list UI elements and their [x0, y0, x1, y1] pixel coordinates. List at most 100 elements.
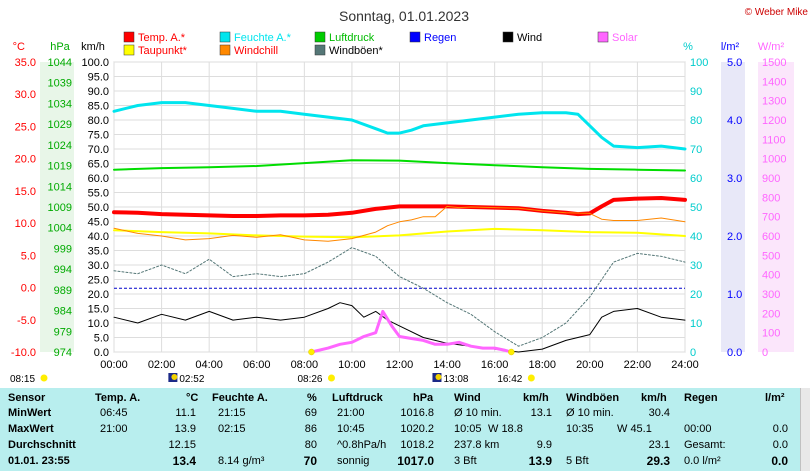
stats-cell-temp-time: 06:45 — [100, 407, 128, 419]
x-tick-label: 18:00 — [528, 359, 556, 371]
tick-label-hpa: 979 — [54, 326, 72, 338]
stats-cell-gust-a: Ø 10 min. — [566, 407, 614, 419]
tick-label-kmh: 40.0 — [88, 231, 109, 243]
tick-label-celsius: 35.0 — [15, 57, 36, 69]
stats-header-rain-unit: l/m² — [765, 392, 785, 404]
stats-cell-gust-val: 30.4 — [648, 407, 670, 419]
event-time-label: 08:15 — [10, 374, 35, 385]
tick-label-solar: 100 — [762, 328, 780, 340]
tick-label-kmh: 30.0 — [88, 260, 109, 272]
tick-label-celsius: 15.0 — [15, 186, 36, 198]
stats-header-hum: Feuchte A. — [212, 392, 268, 404]
tick-label-kmh: 65.0 — [88, 159, 109, 171]
stats-cell-wind-b: W 18.8 — [488, 423, 523, 435]
stats-header-wind: Wind — [454, 392, 481, 404]
stats-cell-gust-val: 29.3 — [646, 454, 670, 468]
stats-cell-hum-val: 69 — [304, 407, 317, 419]
tick-label-percent: 10 — [690, 318, 702, 330]
stats-cell-label: 01.01. 23:55 — [8, 455, 70, 467]
event-time-label: 16:42 — [497, 374, 522, 385]
axis-unit-hpa: hPa — [50, 41, 70, 53]
stats-cell-hum-time: 02:15 — [218, 423, 246, 435]
tick-label-kmh: 75.0 — [88, 130, 109, 142]
axis-labels: °C hPa km/h% l/m² W/m² — [13, 41, 785, 53]
stats-cell-hum-time: 21:15 — [218, 407, 246, 419]
sun-icon — [327, 374, 335, 382]
legend-label: Feuchte A.* — [234, 32, 292, 44]
tick-label-solar: 1200 — [762, 115, 786, 127]
axis-unit-rain: l/m² — [721, 41, 740, 53]
stats-cell-temp-val: 13.9 — [174, 423, 196, 435]
legend-swatch — [123, 44, 135, 56]
axis-band-hpa — [40, 62, 74, 352]
tick-label-solar: 800 — [762, 192, 780, 204]
stats-cell-press-time: ^0.8hPa/h — [337, 439, 387, 451]
axis-unit-celsius: °C — [13, 41, 25, 53]
tick-label-kmh: 80.0 — [88, 115, 109, 127]
legend-label: Windchill — [234, 45, 278, 57]
chart-grid: 35.0 30.0 25.0 20.0 15.0 10.0 5.0 0.0 -5.0 -10.0 1… — [11, 57, 794, 359]
tick-label-kmh: 70.0 — [88, 144, 109, 156]
legend-label: Wind — [517, 32, 542, 44]
stats-cell-press-val: 1018.2 — [400, 439, 434, 451]
tick-label-kmh: 95.0 — [88, 72, 109, 84]
stats-cell-hum-time: 8.14 g/m³ — [218, 455, 265, 467]
tick-label-hpa: 1024 — [48, 140, 72, 152]
tick-label-hpa: 1019 — [48, 161, 72, 173]
tick-label-hpa: 1034 — [48, 98, 72, 110]
tick-label-percent: 50 — [690, 202, 702, 214]
event-time-label: 02:52 — [179, 374, 204, 385]
stats-header-gust: Windböen — [566, 392, 620, 404]
tick-label-hpa: 1039 — [48, 78, 72, 90]
stats-cell-rain-val: 0.0 — [771, 454, 788, 468]
tick-label-kmh: 90.0 — [88, 86, 109, 98]
x-tick-label: 16:00 — [481, 359, 509, 371]
tick-label-percent: 30 — [690, 260, 702, 272]
stats-cell-temp-time: 21:00 — [100, 423, 128, 435]
legend-swatch — [409, 31, 421, 43]
chart-series — [112, 101, 687, 354]
tick-label-hpa: 984 — [54, 306, 72, 318]
sun-moon-events: 08:15 02:52 08:26 13:08 16:42 — [10, 348, 535, 385]
stats-cell-press-time: sonnig — [337, 455, 370, 467]
chart-title: Sonntag, 01.01.2023 — [339, 8, 469, 24]
legend-label: Taupunkt* — [138, 45, 188, 57]
moon-icon-crescent — [435, 374, 442, 380]
stats-cell-hum-val: 80 — [304, 439, 317, 451]
tick-label-kmh: 55.0 — [88, 188, 109, 200]
series-windchill — [113, 205, 686, 242]
vertical-scrollbar[interactable] — [800, 388, 810, 471]
stats-header-temp: Temp. A. — [95, 392, 141, 404]
credit-label: © Weber Mike — [745, 7, 809, 18]
stats-cell-label: Durchschnitt — [8, 439, 76, 451]
x-tick-label: 24:00 — [671, 359, 699, 371]
tick-label-percent: 0 — [690, 347, 696, 359]
x-tick-label: 00:00 — [100, 359, 128, 371]
tick-label-solar: 900 — [762, 173, 780, 185]
sun-icon — [40, 374, 48, 382]
x-tick-label: 22:00 — [624, 359, 652, 371]
tick-label-kmh: 100.0 — [81, 57, 109, 69]
series-windb-en — [113, 247, 686, 347]
tick-label-rain: 3.0 — [727, 173, 742, 185]
stats-cell-wind-a: 3 Bft — [454, 455, 477, 467]
moon-icon-crescent — [171, 374, 178, 380]
tick-label-hpa: 999 — [54, 243, 72, 255]
tick-label-hpa: 989 — [54, 285, 72, 297]
series-taupunkt — [113, 227, 686, 239]
stats-cell-rain-a: 0.0 l/m² — [684, 455, 721, 467]
stats-cell-rain-a: 00:00 — [684, 423, 712, 435]
stats-cell-press-time: 10:45 — [337, 423, 365, 435]
stats-cell-hum-val: 70 — [303, 454, 317, 468]
legend-label: Solar — [612, 32, 638, 44]
stats-cell-temp-val: 11.1 — [175, 407, 196, 419]
tick-label-kmh: 20.0 — [88, 289, 109, 301]
tick-label-rain: 4.0 — [727, 115, 742, 127]
x-tick-label: 14:00 — [433, 359, 461, 371]
event-time-label: 08:26 — [297, 374, 322, 385]
tick-label-kmh: 10.0 — [88, 318, 109, 330]
tick-label-celsius: 0.0 — [21, 283, 36, 295]
series-temp-a — [112, 196, 687, 218]
tick-label-kmh: 25.0 — [88, 275, 109, 287]
tick-label-celsius: 5.0 — [21, 250, 36, 262]
